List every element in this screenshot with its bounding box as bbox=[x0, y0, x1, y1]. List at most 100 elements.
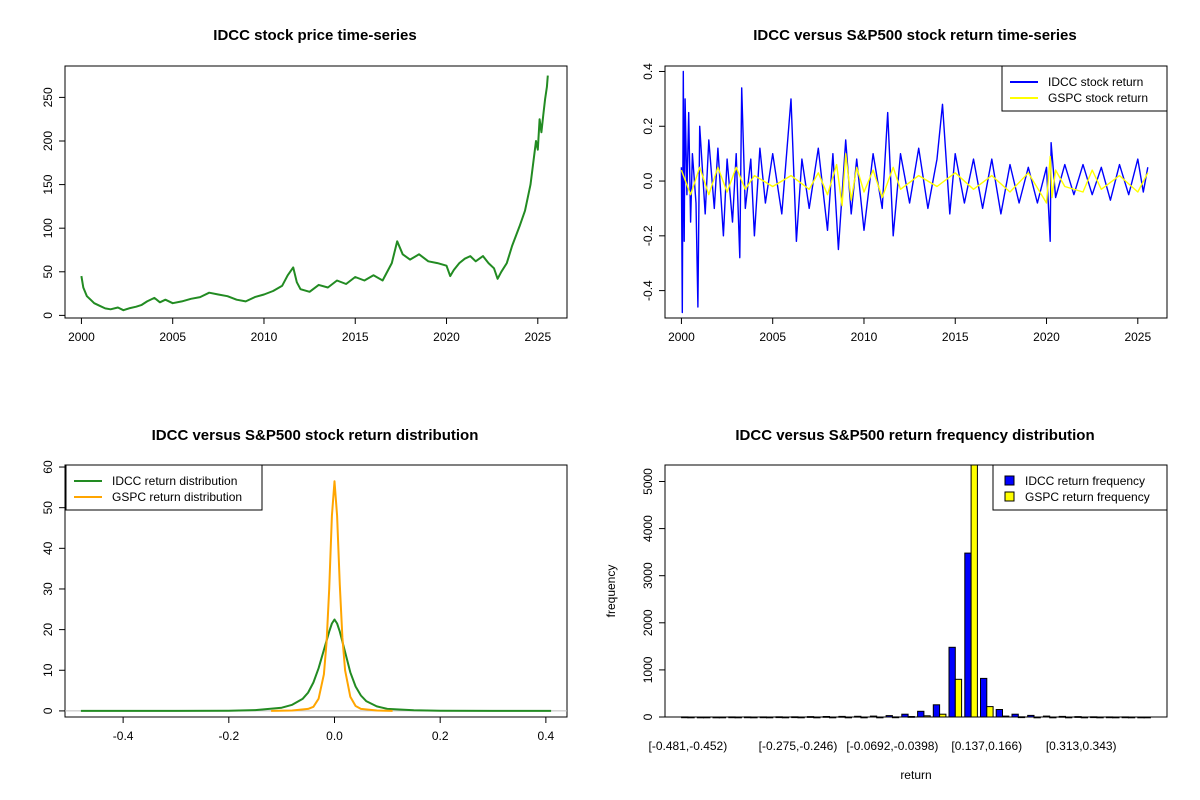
p4-bar-s0-2 bbox=[712, 716, 720, 719]
p2-xtick-label-0: 2000 bbox=[668, 330, 695, 344]
p2-xtick-label-2: 2010 bbox=[851, 330, 878, 344]
p4-ytick-label-4: 4000 bbox=[641, 515, 655, 542]
p4-bar-s0-14 bbox=[901, 713, 909, 718]
p4-bar-s0-0 bbox=[681, 716, 689, 719]
p4-bar-s0-6 bbox=[775, 716, 783, 719]
p4-bar-s1-18 bbox=[970, 464, 978, 718]
p4-bar-s1-3 bbox=[734, 716, 742, 719]
p3-xtick-label-3: 0.2 bbox=[432, 729, 449, 743]
p2-title: IDCC versus S&P500 stock return time-ser… bbox=[753, 27, 1076, 44]
p4-bar-s0-29 bbox=[1137, 716, 1145, 719]
p4-bar-s0-11 bbox=[854, 715, 862, 718]
p4-ytick-label-2: 2000 bbox=[641, 609, 655, 636]
p3-series-line-1 bbox=[271, 480, 393, 712]
p4-bar-s1-19 bbox=[986, 706, 994, 718]
p4-bar-s0-1 bbox=[696, 716, 705, 719]
p3-xtick-label-1: -0.2 bbox=[218, 729, 239, 743]
p4-ytick-label-0: 0 bbox=[641, 713, 655, 720]
p1-title: IDCC stock price time-series bbox=[213, 27, 416, 44]
p3-legend-label-1: GSPC return distribution bbox=[112, 490, 242, 504]
p4-bar-s0-24 bbox=[1058, 715, 1066, 718]
p1-ytick-label-5: 250 bbox=[41, 87, 55, 107]
p4-bar-s0-3 bbox=[728, 716, 736, 719]
p4-bar-s0-21 bbox=[1011, 713, 1019, 718]
p2-ytick-label-0: -0.4 bbox=[641, 280, 655, 301]
p4-bar-s0-17 bbox=[948, 646, 956, 718]
p4-bar-s1-16 bbox=[939, 713, 947, 718]
p4-bar-s1-10 bbox=[844, 716, 853, 719]
p4-bar-s1-8 bbox=[813, 716, 821, 719]
p2-xtick-label-3: 2015 bbox=[942, 330, 969, 344]
p1-ytick-label-1: 50 bbox=[41, 265, 55, 279]
p1-xtick-label-3: 2015 bbox=[342, 330, 369, 344]
p4-xtick-label-25: [0.313,0.343) bbox=[1046, 739, 1117, 753]
p1-xtick-label-5: 2025 bbox=[524, 330, 551, 344]
p4-bar-s0-25 bbox=[1074, 716, 1082, 718]
p4-bar-s0-4 bbox=[744, 716, 752, 719]
p3-ytick-label-3: 30 bbox=[41, 582, 55, 596]
p3-ytick-label-2: 20 bbox=[41, 623, 55, 637]
p4-bar-s0-10 bbox=[838, 715, 846, 718]
p4-bar-s1-13 bbox=[891, 716, 900, 719]
p2-ytick-label-1: -0.2 bbox=[641, 225, 655, 246]
p4-bar-s0-26 bbox=[1090, 716, 1098, 719]
p1-xtick-label-1: 2005 bbox=[159, 330, 186, 344]
p4-legend-label-1: GSPC return frequency bbox=[1025, 490, 1150, 504]
p2-ytick-label-3: 0.2 bbox=[641, 118, 655, 135]
p4-bar-s0-15 bbox=[917, 710, 925, 718]
p4-bar-s0-7 bbox=[791, 716, 799, 719]
p4-bar-s1-6 bbox=[781, 716, 790, 719]
p3-title: IDCC versus S&P500 stock return distribu… bbox=[152, 427, 479, 444]
p4-bar-s1-29 bbox=[1143, 716, 1151, 719]
p4-bar-s1-9 bbox=[829, 716, 837, 719]
p4-bar-s0-23 bbox=[1042, 715, 1051, 718]
p4-bar-s1-12 bbox=[876, 716, 884, 719]
p4-ytick-label-5: 5000 bbox=[641, 468, 655, 495]
p4-bar-s0-16 bbox=[932, 704, 941, 718]
p4-xtick-label-0: [-0.481,-0.452) bbox=[649, 739, 728, 753]
p3-ytick-label-5: 50 bbox=[41, 501, 55, 515]
p4-bar-s0-18 bbox=[964, 552, 972, 718]
p3-ytick-label-6: 60 bbox=[41, 460, 55, 474]
p2-plot-frame bbox=[664, 65, 1168, 319]
p4-bar-s1-2 bbox=[718, 716, 727, 719]
p2-legend-label-0: IDCC stock return bbox=[1048, 75, 1143, 89]
p4-bar-s1-28 bbox=[1127, 716, 1136, 719]
p3-legend-box bbox=[65, 464, 263, 511]
p3-xtick-label-2: 0.0 bbox=[326, 729, 343, 743]
p4-bar-s1-0 bbox=[687, 716, 695, 719]
p3-ytick-label-0: 0 bbox=[41, 707, 55, 714]
p4-bar-s1-17 bbox=[954, 678, 963, 718]
p2-xtick-label-1: 2005 bbox=[759, 330, 786, 344]
p1-ytick-label-0: 0 bbox=[41, 312, 55, 319]
p3-legend-label-0: IDCC return distribution bbox=[112, 474, 237, 488]
p3-ytick-label-4: 40 bbox=[41, 541, 55, 555]
p4-bar-s0-28 bbox=[1121, 716, 1129, 719]
p2-ytick-label-2: 0.0 bbox=[641, 172, 655, 189]
p4-bar-s1-20 bbox=[1002, 715, 1010, 718]
p4-legend-box bbox=[992, 464, 1168, 511]
p4-bar-s1-4 bbox=[750, 716, 758, 719]
p4-bar-s1-14 bbox=[907, 716, 915, 718]
p1-plot-frame bbox=[64, 65, 568, 319]
p4-ylabel: frequency bbox=[604, 565, 618, 618]
p4-legend-label-0: IDCC return frequency bbox=[1025, 474, 1145, 488]
p4-bar-s1-11 bbox=[860, 716, 868, 719]
p1-ytick-label-3: 150 bbox=[41, 174, 55, 194]
p1-xtick-label-2: 2010 bbox=[251, 330, 278, 344]
p4-bar-s0-12 bbox=[869, 715, 878, 718]
p4-xtick-label-13: [-0.0692,-0.0398) bbox=[846, 739, 938, 753]
p4-xtick-label-19: [0.137,0.166) bbox=[951, 739, 1022, 753]
p4-legend-swatch-0 bbox=[1004, 475, 1015, 486]
p4-bar-s1-26 bbox=[1096, 716, 1104, 719]
p4-bar-s0-8 bbox=[806, 716, 815, 718]
p4-xlabel: return bbox=[900, 768, 931, 782]
p2-series-line-0 bbox=[680, 70, 1149, 314]
p4-xtick-label-7: [-0.275,-0.246) bbox=[759, 739, 838, 753]
p1-series-line-0 bbox=[80, 75, 549, 312]
p2-legend-box bbox=[1001, 65, 1168, 112]
p4-bar-s1-27 bbox=[1112, 716, 1120, 719]
p1-ytick-label-2: 100 bbox=[41, 218, 55, 238]
p2-xtick-label-5: 2025 bbox=[1124, 330, 1151, 344]
